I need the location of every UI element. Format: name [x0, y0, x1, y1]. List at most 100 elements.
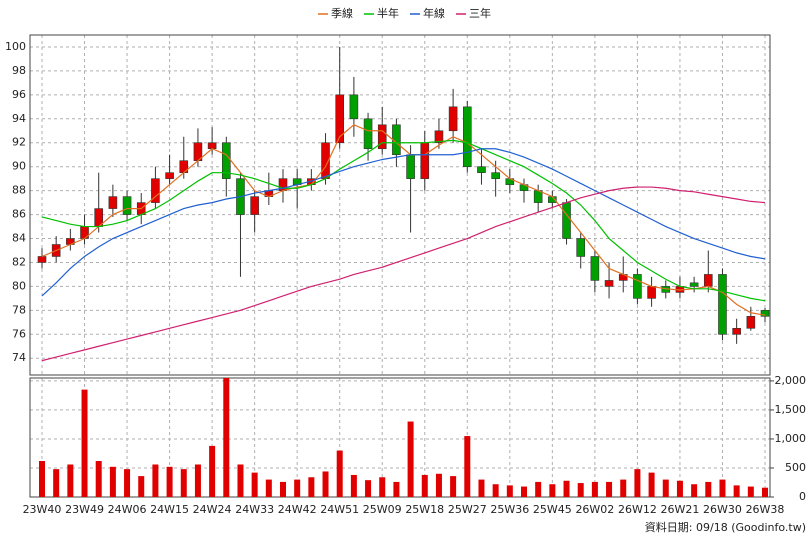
candle-body: [491, 172, 500, 179]
volume-bar: [322, 471, 329, 497]
candle-body: [377, 124, 387, 150]
legend-label: 三年: [469, 6, 491, 20]
legend-label: 半年: [377, 6, 399, 20]
candle-body: [477, 166, 486, 173]
price-panel: [29, 34, 771, 376]
volume-bar: [662, 479, 669, 497]
ma-line: [41, 124, 766, 316]
volume-bar: [294, 479, 301, 497]
volume-bar: [109, 466, 116, 497]
candle-body: [448, 106, 458, 132]
x-tick-label: 26W21: [661, 503, 700, 516]
candle-body: [647, 286, 656, 299]
volume-bar: [464, 436, 471, 497]
x-tick-label: 23W40: [23, 503, 62, 516]
x-tick-label: 25W36: [490, 503, 529, 516]
candle-body: [165, 172, 174, 179]
candle-body: [760, 310, 770, 317]
volume-bar: [747, 486, 754, 497]
volume-bar: [194, 464, 201, 497]
candle-body: [406, 154, 415, 179]
volume-bar: [620, 479, 627, 497]
candle-body: [689, 282, 699, 287]
candle-body: [590, 256, 600, 281]
y-tick-label: 92: [12, 136, 26, 149]
candle-body: [420, 142, 430, 179]
x-tick-label: 25W18: [405, 503, 444, 516]
volume-bar: [719, 479, 726, 497]
y-tick-label: 78: [12, 303, 26, 316]
candle-body: [335, 94, 345, 144]
footer: 資料日期: 09/18 (Goodinfo.tw): [645, 520, 806, 534]
volume-bar: [733, 485, 740, 497]
candle-body: [562, 202, 571, 239]
y2-tick-label: 1,500: [775, 403, 807, 416]
y-tick-label: 88: [12, 184, 26, 197]
candle-body: [604, 280, 614, 287]
x-tick-label: 26W38: [746, 503, 785, 516]
volume-bar: [237, 464, 244, 497]
candle-body: [576, 238, 586, 257]
y2-tick-label: 0: [799, 490, 806, 503]
volume-bar: [506, 485, 513, 497]
legend-label: 年線: [423, 6, 445, 20]
candle-body: [37, 256, 47, 263]
x-tick-label: 25W27: [448, 503, 487, 516]
y-tick-label: 86: [12, 208, 26, 221]
y-tick-label: 100: [5, 40, 26, 53]
candle-body: [633, 274, 642, 299]
x-tick-label: 26W30: [703, 503, 742, 516]
volume-bar: [691, 484, 698, 497]
volume-bar: [478, 479, 485, 497]
volume-bar: [577, 483, 584, 497]
volume-bar: [648, 472, 655, 497]
ma-line: [41, 186, 766, 362]
legend-label: 季線: [331, 6, 353, 20]
volume-bar: [521, 486, 527, 497]
y2-tick-label: 1,000: [775, 432, 807, 445]
volume-bar: [95, 461, 102, 497]
ma-line: [41, 148, 766, 297]
candle-body: [718, 274, 727, 335]
y-tick-label: 96: [12, 88, 26, 101]
candle-body: [151, 178, 160, 203]
x-tick-label: 24W33: [235, 503, 274, 516]
volume-bar: [365, 480, 372, 497]
y2-tick-label: 2,000: [775, 374, 807, 387]
candle-body: [363, 118, 373, 150]
x-tick-label: 26W12: [618, 503, 657, 516]
x-tick-label: 24W15: [150, 503, 189, 516]
x-tick-label: 24W06: [108, 503, 147, 516]
y-tick-label: 90: [12, 160, 26, 173]
grid: [30, 35, 770, 497]
x-tick-label: 26W02: [575, 503, 614, 516]
volume-bar: [53, 469, 60, 497]
volume-bar: [435, 473, 442, 497]
x-tick-label: 25W45: [533, 503, 572, 516]
candle-body: [462, 106, 472, 167]
y-tick-label: 82: [12, 255, 26, 268]
volume-bar: [251, 472, 258, 497]
candle-body: [746, 316, 756, 329]
x-tick-label: 24W51: [320, 503, 359, 516]
volume-bar: [280, 481, 286, 497]
volume-bar: [67, 464, 74, 497]
volume-bar: [350, 474, 357, 497]
candle-body: [122, 196, 132, 215]
volume-bar: [450, 476, 457, 497]
x-tick-label: 24W42: [278, 503, 317, 516]
y2-tick-label: 500: [785, 461, 806, 474]
volume-bar: [591, 481, 598, 497]
candle-body: [434, 130, 444, 144]
x-tick-label: 24W24: [193, 503, 232, 516]
candle-body: [732, 328, 741, 335]
volume-bar: [209, 445, 216, 497]
y-tick-label: 98: [12, 64, 26, 77]
volume-bar: [166, 466, 173, 497]
volume-bar: [492, 484, 499, 497]
y-tick-label: 84: [12, 232, 26, 245]
volume-bar: [563, 480, 570, 497]
volume-bar: [421, 474, 428, 497]
